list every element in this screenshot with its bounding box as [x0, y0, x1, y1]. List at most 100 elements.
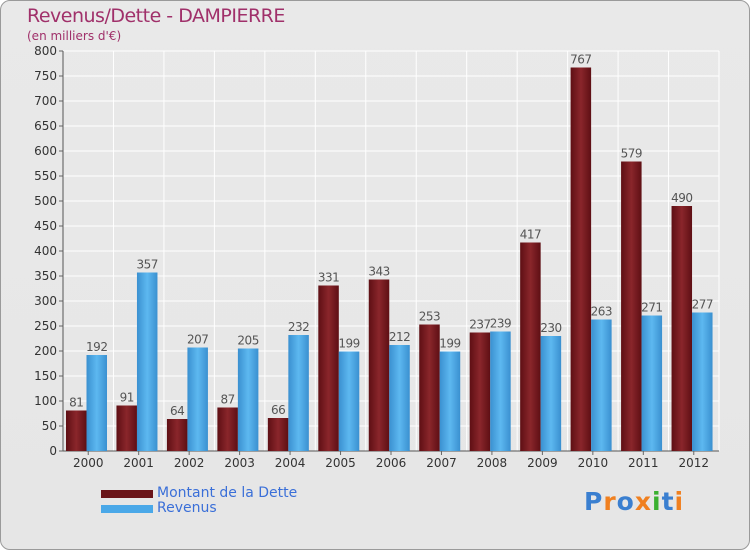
- debt-value-label: 417: [520, 228, 541, 242]
- x-tick-label: 2007: [426, 456, 457, 470]
- revenue-value-label: 199: [338, 337, 359, 351]
- y-tick-label: 400: [34, 244, 57, 258]
- y-tick-label: 0: [49, 444, 57, 458]
- y-tick-label: 300: [34, 294, 57, 308]
- revenue-value-label: 357: [137, 258, 158, 272]
- debt-bar: [671, 206, 693, 451]
- debt-value-label: 87: [220, 393, 234, 407]
- debt-value-label: 343: [368, 265, 389, 279]
- x-tick-label: 2003: [224, 456, 255, 470]
- debt-bar: [318, 285, 339, 451]
- x-tick-label: 2012: [678, 456, 709, 470]
- revenue-value-label: 205: [237, 334, 258, 348]
- logo-letter: x: [634, 487, 652, 516]
- revenue-value-label: 199: [439, 337, 460, 351]
- revenue-bar: [490, 331, 511, 451]
- x-tick-label: 2010: [578, 456, 609, 470]
- revenue-value-label: 207: [187, 333, 208, 347]
- y-tick-label: 350: [34, 269, 57, 283]
- debt-bar: [419, 324, 440, 451]
- debt-value-label: 331: [318, 271, 339, 285]
- revenue-value-label: 239: [490, 317, 511, 331]
- logo-letter: r: [603, 487, 617, 516]
- x-tick-label: 2009: [527, 456, 558, 470]
- logo-letter: i: [674, 487, 685, 516]
- x-tick-label: 2011: [628, 456, 659, 470]
- bars: [66, 67, 713, 451]
- revenue-bar: [136, 272, 158, 451]
- revenue-bar: [439, 351, 461, 451]
- debt-value-label: 490: [671, 191, 692, 205]
- revenue-bar: [591, 319, 612, 451]
- unit-label: (en milliers d'€): [27, 29, 122, 43]
- logo-letter: o: [616, 487, 635, 516]
- y-tick-label: 800: [34, 44, 57, 58]
- revenue-bar: [288, 335, 309, 451]
- revenue-bar: [540, 336, 562, 451]
- revenue-bar: [641, 315, 663, 451]
- legend-label-debt: Montant de la Dette: [157, 485, 298, 501]
- debt-bar: [368, 279, 390, 451]
- revenue-value-label: 263: [591, 305, 612, 319]
- debt-value-label: 66: [271, 403, 285, 417]
- debt-bar: [217, 407, 238, 451]
- revenue-bar: [187, 347, 208, 451]
- logo-letter: i: [652, 487, 662, 516]
- debt-value-label: 91: [120, 391, 134, 405]
- y-tick-label: 50: [42, 419, 57, 433]
- debt-value-label: 237: [469, 318, 490, 332]
- debt-bar: [166, 419, 188, 451]
- axes: 0 50 100 150 200 250 300 350 400 450 500 550 600 650 7…: [34, 44, 719, 470]
- logo-letter: t: [661, 487, 675, 516]
- logo-letter: P: [584, 487, 604, 516]
- revenue-bar: [237, 348, 259, 451]
- y-tick-label: 700: [34, 94, 57, 108]
- revenue-bar: [692, 312, 713, 451]
- x-tick-label: 2000: [73, 456, 104, 470]
- bar-chart: 0 50 100 150 200 250 300 350 400 450 500 550 600 650 7…: [34, 44, 720, 470]
- x-tick-label: 2006: [376, 456, 407, 470]
- revenue-bar: [86, 355, 107, 451]
- legend-label-revenue: Revenus: [157, 500, 217, 516]
- x-tick-label: 2001: [123, 456, 154, 470]
- x-tick-label: 2004: [275, 456, 306, 470]
- x-tick-label: 2005: [325, 456, 356, 470]
- debt-bar: [621, 161, 642, 451]
- chart-title: Revenus/Dette - DAMPIERRE: [27, 5, 285, 27]
- x-tick-label: 2008: [477, 456, 508, 470]
- revenue-value-label: 271: [641, 301, 662, 315]
- debt-value-label: 767: [570, 53, 591, 67]
- y-tick-label: 200: [34, 344, 57, 358]
- debt-bar: [66, 410, 87, 451]
- debt-bar: [469, 332, 491, 451]
- legend-swatch-revenue: [101, 505, 153, 513]
- y-tick-label: 750: [34, 69, 57, 83]
- y-tick-label: 550: [34, 169, 57, 183]
- y-tick-label: 450: [34, 219, 57, 233]
- revenue-value-label: 192: [86, 340, 107, 354]
- revenue-bar: [338, 351, 360, 451]
- x-tick-label: 2002: [174, 456, 205, 470]
- debt-value-label: 253: [419, 310, 440, 324]
- revenue-value-label: 212: [389, 330, 410, 344]
- debt-bar: [267, 418, 289, 451]
- revenue-value-label: 277: [692, 298, 713, 312]
- y-tick-label: 250: [34, 319, 57, 333]
- y-tick-label: 650: [34, 119, 57, 133]
- debt-bar: [570, 67, 592, 451]
- revenue-value-label: 232: [288, 320, 309, 334]
- proxiti-logo: Proxiti: [584, 487, 684, 516]
- revenue-value-label: 230: [540, 321, 561, 335]
- y-tick-label: 500: [34, 194, 57, 208]
- data-labels: 81 91 64 87 66 331 343 253 237 417 767 579 490 192 357…: [69, 53, 713, 419]
- debt-bar: [116, 405, 137, 451]
- y-tick-label: 600: [34, 144, 57, 158]
- legend-swatch-debt: [101, 490, 153, 498]
- y-tick-label: 150: [34, 369, 57, 383]
- debt-value-label: 81: [69, 396, 83, 410]
- debt-value-label: 64: [170, 404, 184, 418]
- debt-value-label: 579: [621, 147, 642, 161]
- y-tick-label: 100: [34, 394, 57, 408]
- debt-bar: [520, 242, 541, 451]
